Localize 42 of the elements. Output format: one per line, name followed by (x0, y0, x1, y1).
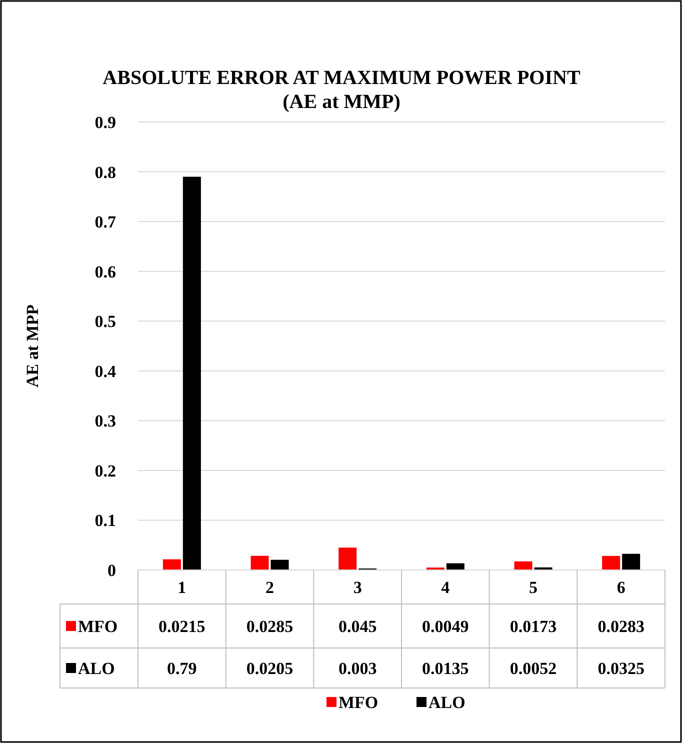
bar (514, 561, 532, 570)
y-tick-label: 0.3 (94, 412, 116, 431)
bar (622, 554, 640, 570)
x-tick-label: 4 (441, 578, 450, 597)
data-label: 0.0049 (422, 617, 469, 636)
x-tick-label: 3 (353, 578, 362, 597)
y-tick-label: 0.9 (94, 113, 116, 132)
x-tick-label: 5 (529, 578, 538, 597)
y-tick-label: 0.4 (94, 362, 116, 381)
data-label: 0.0325 (598, 659, 644, 678)
data-label: 0.0283 (598, 617, 644, 636)
x-tick-label: 1 (178, 578, 186, 597)
y-tick-label: 0.5 (94, 312, 116, 332)
data-label: 0.79 (167, 659, 197, 678)
y-tick-label: 0.8 (94, 162, 116, 182)
y-axis-title: AE at MPP (23, 304, 42, 388)
data-label: 0.0205 (246, 659, 294, 678)
bar (250, 556, 269, 570)
data-label: 0.0285 (246, 617, 294, 636)
legend-label: MFO (78, 617, 118, 636)
bar (602, 556, 620, 570)
y-tick-label: 0.6 (94, 262, 116, 282)
legend-label: ALO (78, 659, 115, 678)
y-tick-label: 0.2 (94, 461, 116, 480)
y-tick-label: 0.7 (94, 212, 116, 232)
x-tick-label: 6 (616, 578, 626, 597)
bar (182, 176, 201, 570)
data-label: 0.0052 (510, 659, 557, 678)
data-label: 0.0215 (158, 617, 206, 636)
data-label: 0.0173 (510, 617, 557, 636)
chart-title: ABSOLUTE ERROR AT MAXIMUM POWER POINT (AE at MMP) (102, 67, 581, 113)
data-label: 0.045 (338, 617, 377, 636)
y-tick-label: 0.1 (94, 511, 116, 530)
data-label: 0.003 (338, 659, 377, 678)
text: ALO (428, 693, 466, 712)
bar (338, 548, 357, 570)
x-tick-label: 2 (266, 578, 274, 597)
y-tick-label: 0 (108, 561, 116, 580)
bar (162, 559, 181, 570)
bar (270, 560, 289, 570)
data-label: 0.0135 (422, 659, 469, 678)
text: MFO (338, 693, 378, 712)
